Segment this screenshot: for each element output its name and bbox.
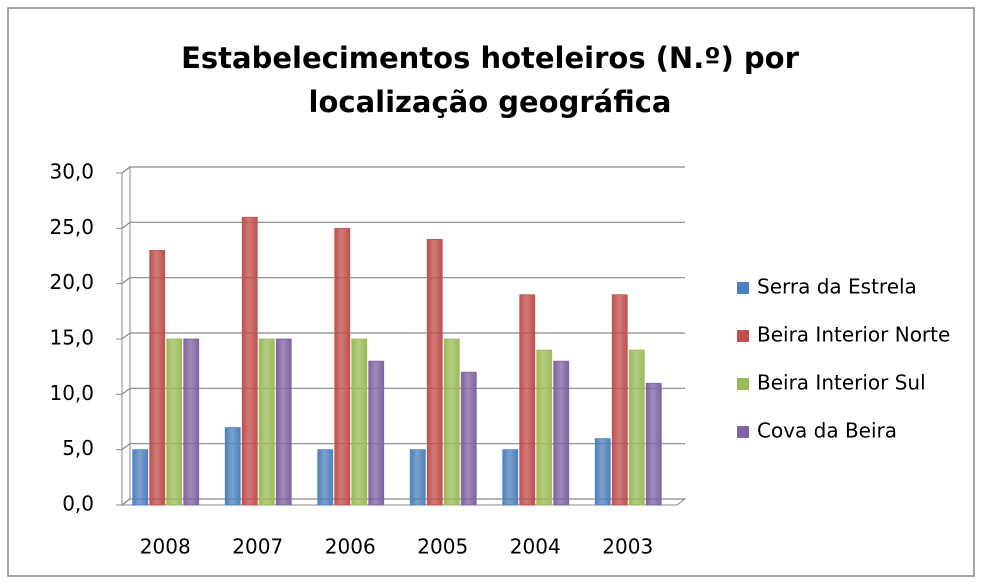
legend-swatch [737, 282, 749, 294]
bar [628, 349, 645, 506]
bar [594, 438, 611, 506]
bar [519, 294, 536, 506]
x-tick-label: 2003 [602, 535, 653, 559]
bar [553, 360, 570, 506]
y-tick-label: 10,0 [49, 381, 94, 405]
bar [368, 360, 385, 506]
x-tick-label: 2007 [232, 535, 283, 559]
y-tick-label: 15,0 [49, 326, 94, 350]
bar [502, 449, 519, 506]
grid-line [121, 221, 685, 229]
bar [645, 382, 662, 506]
y-tick-label: 5,0 [62, 436, 94, 460]
legend-swatch [737, 426, 749, 438]
bar [149, 250, 166, 506]
bar [536, 349, 553, 506]
bar [351, 338, 368, 506]
bar [183, 338, 200, 506]
bar [275, 338, 292, 506]
bar [132, 449, 149, 506]
bar [334, 227, 351, 506]
bar [460, 371, 477, 506]
chart-title: Estabelecimentos hoteleiros (N.º) por lo… [181, 41, 799, 119]
grid-line [121, 443, 685, 451]
legend-swatch [737, 378, 749, 390]
y-tick-label: 20,0 [49, 270, 94, 294]
legend-label: Beira Interior Sul [757, 371, 926, 395]
bar [166, 338, 183, 506]
bar [611, 294, 628, 506]
y-tick-label: 30,0 [49, 160, 94, 184]
x-tick-label: 2006 [325, 535, 376, 559]
grid-line [121, 332, 685, 340]
x-tick-label: 2005 [417, 535, 468, 559]
grid-line [121, 166, 685, 174]
legend-label: Cova da Beira [757, 419, 897, 443]
bar [443, 338, 460, 506]
bar [409, 449, 426, 506]
grid-line [121, 277, 685, 285]
bar [224, 427, 241, 506]
x-tick-label: 2004 [510, 535, 561, 559]
grid-line [121, 387, 685, 395]
y-tick-label: 25,0 [49, 215, 94, 239]
x-tick-label: 2008 [140, 535, 191, 559]
legend-label: Beira Interior Norte [757, 323, 950, 347]
legend-swatch [737, 330, 749, 342]
bar [241, 216, 258, 506]
y-tick-label: 0,0 [62, 492, 94, 516]
legend-label: Serra da Estrela [757, 275, 917, 299]
bar [317, 449, 334, 506]
bar [426, 238, 443, 506]
grid-line [121, 498, 685, 506]
bar [258, 338, 275, 506]
